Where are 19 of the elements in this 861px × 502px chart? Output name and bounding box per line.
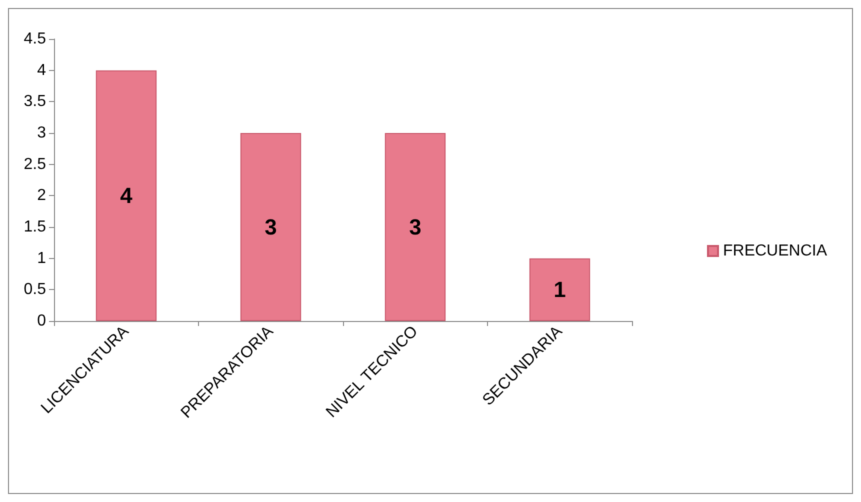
legend-label: FRECUENCIA	[722, 242, 828, 260]
y-tick-label: 4	[37, 62, 46, 79]
y-tick-label: 3	[37, 124, 46, 142]
y-tick-label: 1	[37, 250, 46, 267]
bar	[384, 133, 446, 321]
y-tick-label: 2	[37, 187, 46, 204]
bar	[240, 133, 302, 321]
bar	[96, 70, 157, 321]
data-label: 3	[409, 214, 422, 240]
y-tick-label: 2.5	[24, 156, 46, 173]
y-tick-label: 3.5	[24, 93, 46, 110]
y-tick-label: 4.5	[24, 30, 46, 48]
y-tick-label: 0	[37, 312, 46, 330]
y-tick-label: 1.5	[24, 218, 46, 236]
bar	[529, 258, 590, 321]
y-tick-label: 0.5	[24, 281, 46, 298]
data-label: 3	[264, 214, 277, 240]
data-label: 1	[554, 277, 566, 302]
data-label: 4	[120, 183, 134, 208]
